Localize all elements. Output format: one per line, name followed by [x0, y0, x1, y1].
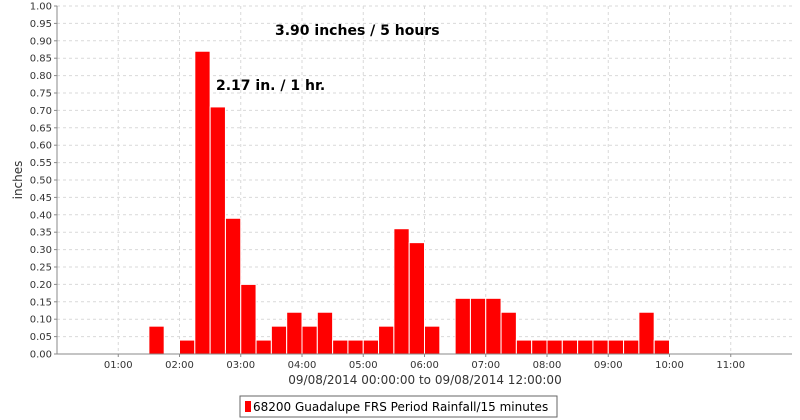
rainfall-bar — [485, 297, 502, 355]
y-tick-label: 0.85 — [30, 54, 52, 65]
rainfall-bar — [623, 339, 640, 355]
y-ticks: 0.00 0.05 0.10 0.15 0.20 0.25 0.30 0.35 0.40 0.45… — [30, 2, 57, 361]
rainfall-bar — [378, 325, 395, 355]
y-tick-label: 0.70 — [30, 106, 52, 117]
rainfall-bar — [408, 242, 425, 355]
x-tick-label: 04:00 — [288, 360, 317, 371]
rainfall-bar — [653, 339, 670, 355]
legend-box — [239, 395, 558, 418]
rainfall-bar — [424, 325, 441, 355]
grid — [57, 5, 792, 354]
rainfall-bar — [286, 311, 303, 355]
x-tick-label: 07:00 — [471, 360, 500, 371]
x-tick-label: 03:00 — [226, 360, 255, 371]
y-tick-label: 0.50 — [30, 176, 52, 187]
y-tick-label: 1.00 — [30, 2, 52, 13]
rainfall-bar — [638, 311, 655, 355]
rainfall-bar — [194, 50, 211, 355]
rainfall-bar — [469, 297, 487, 355]
rainfall-bar — [546, 339, 563, 355]
rainfall-bar — [255, 339, 272, 355]
legend-swatch — [245, 401, 251, 412]
rainfall-bar — [607, 339, 625, 355]
y-tick-label: 0.00 — [30, 350, 52, 361]
rainfall-bar — [500, 311, 517, 355]
annotation-total: 3.90 inches / 5 hours — [275, 23, 440, 39]
x-axis-label: 09/08/2014 00:00:00 to 09/08/2014 12:00:… — [288, 373, 561, 387]
x-ticks: 01:00 02:00 03:00 04:00 05:00 06:00 07:00 08:00… — [104, 354, 745, 371]
x-tick-label: 11:00 — [716, 360, 745, 371]
rainfall-bar — [316, 311, 334, 355]
y-tick-label: 0.80 — [30, 71, 52, 82]
y-tick-label: 0.45 — [30, 193, 52, 204]
rainfall-bar — [240, 283, 257, 355]
y-tick-label: 0.25 — [30, 263, 52, 274]
rainfall-bar — [515, 339, 533, 355]
y-tick-label: 0.20 — [30, 280, 52, 291]
y-tick-label: 0.65 — [30, 123, 52, 134]
rainfall-bar — [347, 339, 364, 355]
x-tick-label: 02:00 — [165, 360, 194, 371]
rainfall-bar — [224, 217, 242, 355]
rainfall-bar — [270, 325, 288, 355]
y-tick-label: 0.10 — [30, 315, 52, 326]
x-tick-label: 10:00 — [655, 360, 684, 371]
rainfall-bar — [531, 339, 548, 355]
y-tick-label: 0.55 — [30, 158, 52, 169]
annotation-peak: 2.17 in. / 1 hr. — [216, 78, 325, 94]
rainfall-bar — [179, 339, 196, 355]
rainfall-bar — [592, 339, 609, 355]
x-tick-label: 05:00 — [349, 360, 378, 371]
x-tick-label: 09:00 — [594, 360, 623, 371]
y-tick-label: 0.95 — [30, 19, 52, 30]
x-tick-label: 06:00 — [410, 360, 439, 371]
y-axis-label: inches — [11, 161, 25, 200]
x-tick-label: 01:00 — [104, 360, 133, 371]
rainfall-bar — [561, 339, 579, 355]
y-tick-label: 0.30 — [30, 245, 52, 256]
rainfall-bar — [362, 339, 380, 355]
x-tick-label: 08:00 — [533, 360, 562, 371]
rainfall-bar — [577, 339, 594, 355]
rainfall-bar — [454, 297, 471, 355]
rainfall-bar — [209, 106, 226, 355]
y-tick-label: 0.15 — [30, 297, 52, 308]
rainfall-bar — [332, 339, 349, 355]
y-tick-label: 0.90 — [30, 36, 52, 47]
legend-label: 68200 Guadalupe FRS Period Rainfall/15 m… — [253, 400, 548, 414]
y-tick-label: 0.60 — [30, 141, 52, 152]
rainfall-bar — [393, 228, 410, 355]
rainfall-bar — [301, 325, 318, 355]
rainfall-bar — [148, 325, 165, 355]
y-tick-label: 0.40 — [30, 210, 52, 221]
y-tick-label: 0.05 — [30, 332, 52, 343]
legend: 68200 Guadalupe FRS Period Rainfall/15 m… — [239, 395, 558, 418]
y-tick-label: 0.75 — [30, 89, 52, 100]
y-tick-label: 0.35 — [30, 228, 52, 239]
